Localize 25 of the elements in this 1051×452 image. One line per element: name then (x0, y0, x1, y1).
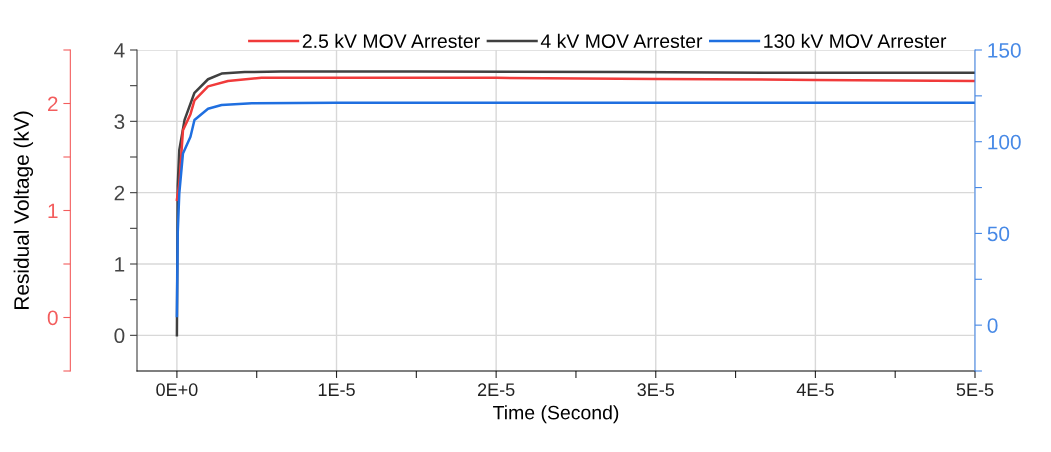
y2-tick-label: 2 (47, 96, 58, 112)
y3-tick-label: 150 (988, 43, 1021, 58)
x-tick-label: 3E-5 (637, 383, 675, 397)
y-tick-label: 0 (114, 328, 125, 344)
y3-tick-label: 100 (988, 134, 1021, 150)
line-series (175, 101, 975, 318)
x-tick-label: 5E-5 (956, 383, 994, 397)
y2-tick-label: 1 (48, 203, 58, 219)
line-series (175, 76, 975, 202)
y3-tick-label: 0 (987, 318, 998, 333)
y2-axis-title: Residual Voltage (kV) (13, 111, 34, 309)
x-tick-label: 1E-5 (318, 383, 355, 397)
y-tick-label: 2 (114, 185, 125, 201)
x-tick-label: 0E+0 (156, 383, 198, 397)
y2-tick-label: 0 (47, 310, 58, 326)
legend-label: 4 kV MOV Arrester (540, 33, 703, 49)
x-tick-label: 2E-5 (477, 383, 515, 397)
y3-tick-label: 50 (987, 226, 1010, 242)
y-tick-label: 3 (114, 114, 125, 130)
y-tick-label: 4 (114, 43, 125, 58)
y-tick-label: 1 (115, 257, 125, 272)
legend-label: 2.5 kV MOV Arrester (302, 33, 480, 49)
legend-label: 130 kV MOV Arrester (764, 33, 947, 49)
x-axis-title: Time (Second) (493, 405, 619, 424)
x-tick-label: 4E-5 (796, 383, 834, 397)
